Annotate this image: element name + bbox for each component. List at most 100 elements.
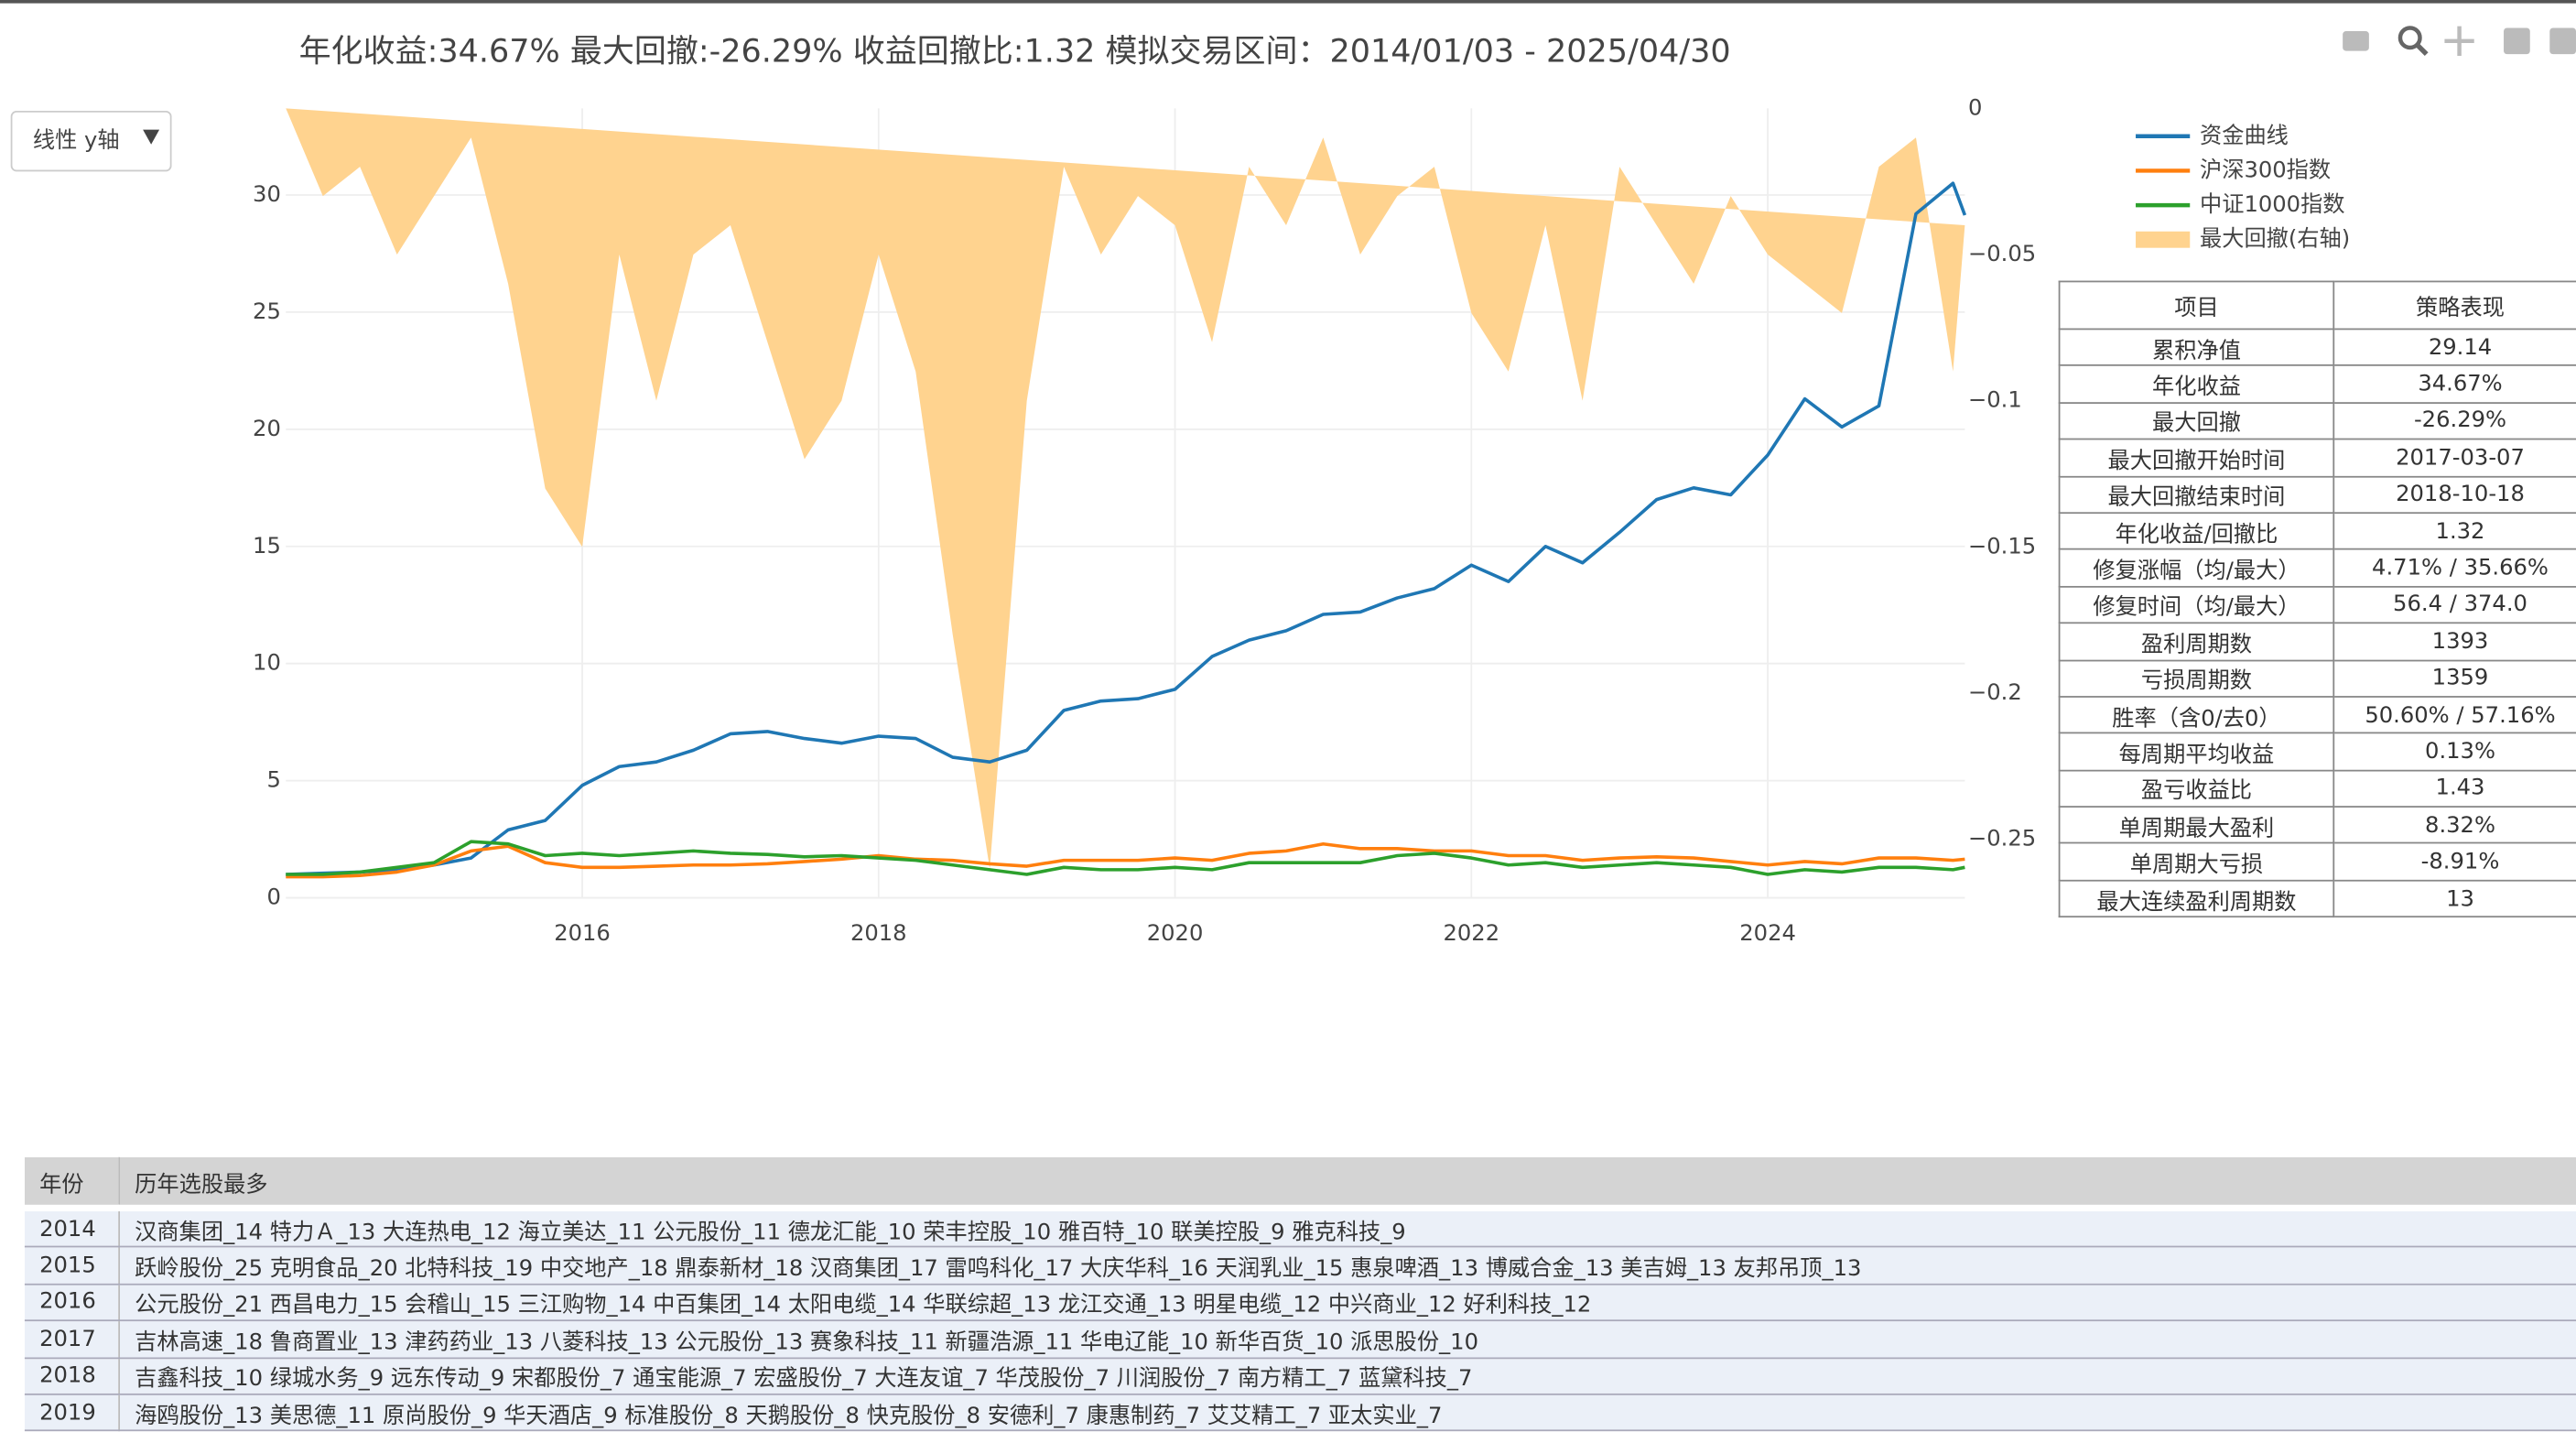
stats-cell: 56.4 / 374.0 <box>2332 585 2576 624</box>
picks-cell: 2018 <box>24 1357 121 1395</box>
zoom-icon[interactable] <box>2397 26 2422 50</box>
stats-row: 最大回撤结束时间 2018-10-18 <box>2058 475 2576 515</box>
y2-tick-label: −0.25 <box>1968 826 2036 852</box>
picks-cell: 2017 <box>24 1320 121 1359</box>
stats-cell: 1.32 <box>2332 512 2576 551</box>
stats-row: 最大回撤开始时间 2017-03-07 <box>2058 438 2576 477</box>
y-tick-label: 20 <box>253 416 281 441</box>
stats-row: 盈利周期数 1393 <box>2058 622 2576 661</box>
stats-cell: 8.32% <box>2332 806 2576 845</box>
picks-row: 2016 公元股份_21 西昌电力_15 会稽山_15 三江购物_14 中百集团_… <box>24 1284 2576 1322</box>
y-tick-label: 5 <box>266 767 280 793</box>
picks-cell: 2015 <box>24 1247 121 1286</box>
stats-cell: 13 <box>2332 879 2576 918</box>
stats-cell: 1393 <box>2332 622 2576 661</box>
stats-cell: -26.29% <box>2332 401 2576 440</box>
picks-table: 年份 历年选股最多 2014 汉商集团_14 特力Ａ_13 大连热电_12 海立美达_… <box>24 1156 2576 1432</box>
stats-cell: 0.13% <box>2332 732 2576 771</box>
header-cell: 策略表现 <box>2332 280 2576 331</box>
stats-cell: 每周期平均收益 <box>2058 732 2335 771</box>
picks-cell: 吉鑫科技_10 绿城水务_9 远东传动_9 宋都股份_7 通宝能源_7 宏盛股份… <box>119 1357 2576 1395</box>
stats-cell: 年化收益 <box>2058 364 2335 404</box>
stats-cell: 修复涨幅（均/最大） <box>2058 548 2335 588</box>
top-border <box>0 0 2576 4</box>
y-tick-label: 10 <box>253 650 281 676</box>
stats-cell: 年化收益/回撤比 <box>2058 512 2335 551</box>
stats-cell: 2017-03-07 <box>2332 438 2576 477</box>
picks-row: 2017 吉林高速_18 鲁商置业_13 津药药业_13 八菱科技_13 公元股份… <box>24 1320 2576 1359</box>
stats-cell: 50.60% / 57.16% <box>2332 695 2576 734</box>
picks-cell: 公元股份_21 西昌电力_15 会稽山_15 三江购物_14 中百集团_14 太… <box>119 1284 2576 1322</box>
legend-swatch <box>2136 231 2191 248</box>
stats-row: 最大回撤 -26.29% <box>2058 401 2576 440</box>
header-cell: 项目 <box>2058 280 2335 331</box>
picks-cell: 2016 <box>24 1284 121 1322</box>
stats-cell: -8.91% <box>2332 842 2576 882</box>
pan-icon[interactable] <box>2444 26 2474 56</box>
toggle-label[interactable]: 线性 y轴 <box>33 127 120 153</box>
picks-row: 2019 海鸥股份_13 美思德_11 原尚股份_9 华天酒店_9 标准股份_8 … <box>24 1394 2576 1432</box>
picks-cell: 2014 <box>24 1208 121 1249</box>
stats-row: 修复涨幅（均/最大） 4.71% / 35.66% <box>2058 548 2576 588</box>
y-scale-toggle[interactable]: 线性 y轴 <box>10 111 172 172</box>
x-tick-label: 2018 <box>850 920 907 946</box>
legend-label: 最大回撤(右轴) <box>2200 226 2350 252</box>
stats-row: 累积净值 29.14 <box>2058 328 2576 367</box>
stats-cell: 最大连续盈利周期数 <box>2058 879 2335 918</box>
stats-cell: 最大回撤结束时间 <box>2058 475 2335 515</box>
zoom-in-icon[interactable] <box>2504 27 2530 55</box>
picks-cell: 跃岭股份_25 克明食品_20 北特科技_19 中交地产_18 鼎泰新材_18 … <box>119 1247 2576 1286</box>
header-row: 年份 历年选股最多 <box>24 1156 2576 1211</box>
stats-row: 单周期大亏损 -8.91% <box>2058 842 2576 882</box>
chart: 年化收益:34.67% 最大回撤:-26.29% 收益回撤比:1.32 模拟交易… <box>10 26 2576 946</box>
stats-row: 胜率（含0/去0） 50.60% / 57.16% <box>2058 695 2576 734</box>
y-tick-label: 15 <box>253 533 281 559</box>
picks-cell: 汉商集团_14 特力Ａ_13 大连热电_12 海立美达_11 公元股份_11 德… <box>119 1208 2576 1249</box>
legend-label: 中证1000指数 <box>2200 191 2345 217</box>
y2-tick-label: 0 <box>1968 94 1982 120</box>
chart-title: 年化收益:34.67% 最大回撤:-26.29% 收益回撤比:1.32 模拟交易… <box>299 33 1731 70</box>
stats-cell: 最大回撤开始时间 <box>2058 438 2335 477</box>
zoom-icon-handle <box>2415 42 2429 57</box>
legend-label: 资金曲线 <box>2200 123 2289 148</box>
y-tick-label: 0 <box>266 884 280 910</box>
toggle-box[interactable] <box>10 111 172 172</box>
header-cell: 历年选股最多 <box>119 1156 2576 1211</box>
toggle-arrow[interactable] <box>143 129 160 145</box>
stats-cell: 盈亏收益比 <box>2058 769 2335 808</box>
header-row: 项目 策略表现 <box>2058 280 2576 331</box>
y-tick-label: 25 <box>253 298 281 324</box>
y2-tick-label: −0.1 <box>1968 387 2022 413</box>
zoom-out-icon[interactable] <box>2549 27 2576 55</box>
series-line <box>286 840 1965 876</box>
stats-cell: 1359 <box>2332 658 2576 698</box>
picks-row: 2015 跃岭股份_25 克明食品_20 北特科技_19 中交地产_18 鼎泰新材… <box>24 1247 2576 1286</box>
camera-icon[interactable] <box>2343 31 2369 51</box>
stats-cell: 29.14 <box>2332 328 2576 367</box>
stats-cell: 34.67% <box>2332 364 2576 404</box>
y2-tick-label: −0.05 <box>1968 241 2036 266</box>
stats-row: 年化收益/回撤比 1.32 <box>2058 512 2576 551</box>
picks-cell: 2019 <box>24 1394 121 1432</box>
stats-cell: 4.71% / 35.66% <box>2332 548 2576 588</box>
stats-cell: 单周期大亏损 <box>2058 842 2335 882</box>
x-tick-label: 2024 <box>1739 920 1796 946</box>
picks-row: 2014 汉商集团_14 特力Ａ_13 大连热电_12 海立美达_11 公元股份_… <box>24 1208 2576 1249</box>
toolbar <box>2343 26 2576 57</box>
stats-cell: 2018-10-18 <box>2332 475 2576 515</box>
stats-cell: 累积净值 <box>2058 328 2335 367</box>
stats-row: 亏损周期数 1359 <box>2058 658 2576 698</box>
stats-row: 最大连续盈利周期数 13 <box>2058 879 2576 918</box>
x-tick-label: 2022 <box>1444 920 1500 946</box>
x-tick-label: 2020 <box>1147 920 1204 946</box>
picks-cell: 吉林高速_18 鲁商置业_13 津药药业_13 八菱科技_13 公元股份_13 … <box>119 1320 2576 1359</box>
y2-tick-label: −0.15 <box>1968 533 2036 559</box>
y-tick-label: 30 <box>253 181 281 207</box>
stats-row: 每周期平均收益 0.13% <box>2058 732 2576 771</box>
stats-cell: 1.43 <box>2332 769 2576 808</box>
picks-row: 2018 吉鑫科技_10 绿城水务_9 远东传动_9 宋都股份_7 通宝能源_7 … <box>24 1357 2576 1395</box>
header-cell: 年份 <box>24 1156 121 1211</box>
